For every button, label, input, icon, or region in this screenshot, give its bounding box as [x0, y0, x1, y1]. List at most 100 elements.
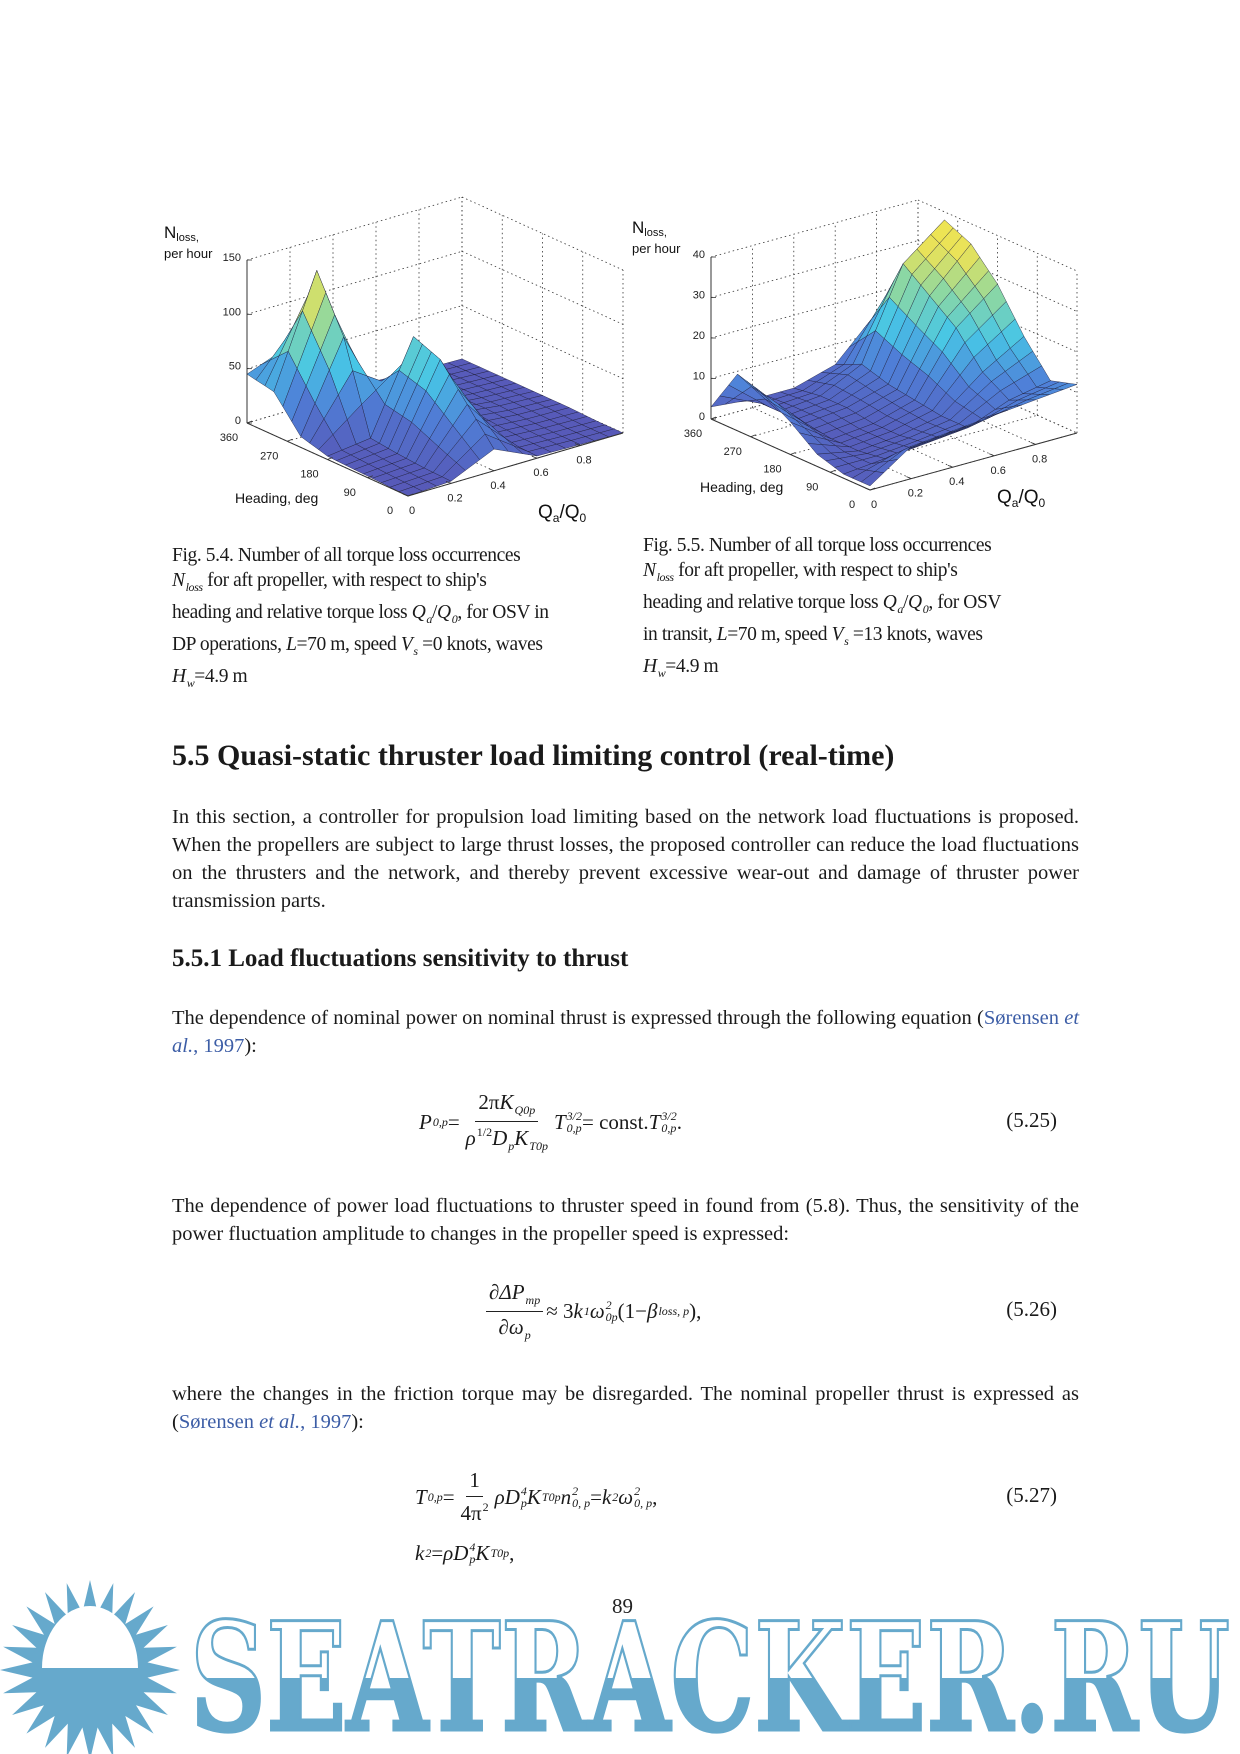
heading-tick-label: 180 [300, 469, 318, 481]
text-run: ω [618, 1484, 634, 1509]
text-run: =13 knots, waves [848, 624, 983, 645]
citation-link[interactable]: et al. [172, 1007, 1080, 1057]
text-run: Fig. 5.4. Number of all torque loss occu… [172, 545, 521, 566]
heading-tick [830, 469, 836, 473]
subscript: a [897, 602, 903, 616]
citation-link[interactable]: , 1997 [193, 1035, 245, 1057]
fraction: 2πKQ0p ρ1/2DpKT0p [463, 1090, 551, 1154]
caption-line: in transit, L=70 m, speed Vs =13 knots, … [643, 622, 1001, 654]
text-run: D [492, 1126, 508, 1150]
q-ratio-tick [402, 493, 409, 497]
text-run: ): [351, 1411, 364, 1433]
q-ratio-tick-label: 0.8 [576, 455, 591, 467]
heading-tick [287, 438, 293, 442]
superscript: 4 [469, 1540, 476, 1554]
q-ratio-tick [1030, 442, 1036, 445]
subscript: s [844, 634, 849, 648]
q-ratio-tick [947, 464, 953, 468]
heading-tick-label: 90 [806, 481, 818, 493]
equation-number-5-25: (5.25) [1006, 1108, 1057, 1132]
text-run: The dependence of power load fluctuation… [172, 1195, 1079, 1245]
subscript: w [186, 676, 195, 690]
heading-tick [750, 434, 756, 438]
text-run: Q [908, 592, 922, 613]
gridline [710, 199, 919, 258]
heading-axis-label: Heading, deg [235, 490, 318, 506]
q-ratio-tick-label: 0.4 [949, 476, 964, 488]
gridline [246, 250, 463, 315]
heading-tick-label: 90 [344, 487, 356, 499]
text-run: =70 m, speed [727, 624, 832, 645]
text-run: DP operations, [172, 634, 287, 655]
superscript: 2 [482, 1500, 489, 1514]
text-run: P [419, 1109, 432, 1134]
heading-tick [710, 416, 717, 420]
surface-patch [860, 471, 885, 487]
sub-superscript: 2 0, p [572, 1485, 590, 1509]
subscript: p [508, 1139, 515, 1153]
subscript: 1 [583, 1303, 590, 1318]
equation-5-25: P 0,p = 2πKQ0p ρ1/2DpKT0p T 3/2 0,p = const. … [419, 1090, 682, 1154]
subscript: 0,p [432, 1114, 448, 1129]
subscript: 0p [605, 1310, 618, 1324]
text-run: K [514, 1126, 529, 1150]
subscript: loss [185, 580, 203, 594]
text-run: N [643, 560, 656, 581]
heading-tick-label: 270 [260, 450, 278, 462]
citation-link[interactable]: Sørensen [178, 1411, 260, 1433]
sub-superscript: 3/2 0,p [567, 1110, 582, 1134]
z-tick-label: 20 [693, 330, 705, 342]
q-ratio-tick [574, 443, 581, 446]
heading-tick [327, 457, 333, 460]
text-run: K [475, 1540, 490, 1565]
z-axis-label: Nloss, [164, 223, 199, 244]
heading-tick [790, 452, 796, 455]
gridline [835, 384, 995, 457]
subscript: T0p [529, 1139, 548, 1153]
gridline [246, 196, 463, 261]
subscript: 2 [425, 1545, 432, 1560]
text-run: = const. [582, 1109, 649, 1134]
text-run: L [286, 634, 297, 655]
text-run: L [716, 624, 728, 645]
equation-5-27: T 0,p = 1 4π2 ρD 4 p K T0p n 2 0, p = k 2 ω 2 0, p , [415, 1467, 657, 1527]
text-run: 4π [460, 1501, 482, 1525]
gridline [710, 240, 919, 298]
figure-5-5-surface-plot: 0 10 20 30 40 0 90 180 270 360 0 0.2 0.4 0.6 0.8 Nloss,… [632, 199, 1078, 511]
heading-axis-label: Heading, deg [700, 479, 783, 495]
text-run: heading and relative torque loss [643, 592, 883, 613]
text-run: T [415, 1484, 427, 1509]
citation-link[interactable]: et al. [259, 1411, 301, 1433]
superscript: 2 [605, 1298, 612, 1312]
text-run: H [172, 666, 186, 687]
q-ratio-tick [906, 476, 912, 479]
sun-logo-icon [0, 1580, 180, 1754]
caption-line: Hw=4.9 m [643, 654, 1001, 686]
figure-5-5-caption: Fig. 5.5. Number of all torque loss occu… [643, 533, 1001, 686]
caption-line: Fig. 5.5. Number of all torque loss occu… [643, 533, 1001, 558]
text-run: , for OSV [928, 592, 1002, 613]
gridline [917, 361, 1078, 434]
equation-number-5-26: (5.26) [1006, 1297, 1057, 1321]
subsection-heading: 5.5.1 Load fluctuations sensitivity to t… [172, 945, 629, 972]
text-run: ≈ 3 [546, 1298, 574, 1323]
citation-link[interactable]: Sørensen [983, 1007, 1065, 1029]
heading-tick [367, 475, 373, 479]
caption-line: DP operations, L=70 m, speed Vs =0 knots… [172, 632, 549, 664]
subscript: 0,p [427, 1489, 443, 1504]
heading-tick-label: 270 [724, 446, 742, 458]
text-run: for aft propeller, with respect to ship'… [202, 570, 487, 591]
text-run: ρD [494, 1484, 520, 1509]
seatracker-watermark: SEATRACKER.RU [0, 1580, 1232, 1754]
z-axis-label: Nloss, [632, 218, 667, 239]
subscript: 0 [922, 602, 929, 616]
text-run: n [560, 1484, 572, 1509]
text-run: = [431, 1540, 444, 1565]
watermark-text: SEATRACKER.RU [190, 1590, 1230, 1754]
citation-link[interactable]: , 1997 [300, 1411, 352, 1433]
subscript: p [469, 1552, 476, 1566]
subscript: T0p [541, 1489, 561, 1504]
text-run: V [400, 634, 413, 655]
subscript: p [524, 1327, 531, 1342]
